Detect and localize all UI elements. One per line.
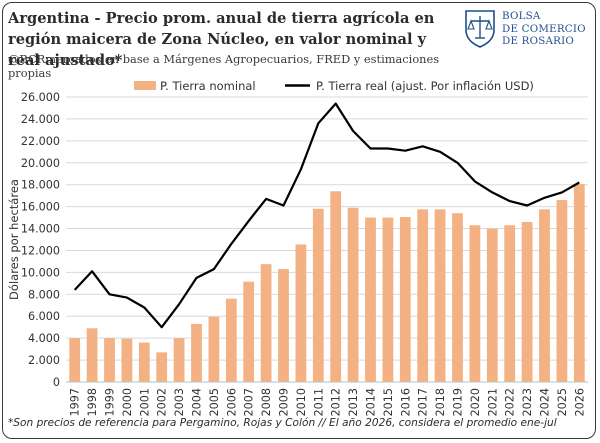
x-tick-label: 2015 bbox=[382, 388, 395, 416]
bar-nominal bbox=[208, 316, 220, 382]
x-tick-label: 2018 bbox=[434, 388, 447, 416]
bar-nominal bbox=[138, 342, 150, 382]
bar-nominal bbox=[295, 244, 307, 382]
x-tick-label: 2024 bbox=[539, 388, 552, 416]
x-tick-label: 2014 bbox=[365, 388, 378, 416]
y-tick-label: 6.000 bbox=[28, 310, 60, 323]
bar-nominal bbox=[260, 264, 272, 382]
bar-nominal bbox=[417, 209, 429, 382]
y-tick-label: 8.000 bbox=[28, 288, 60, 301]
x-tick-label: 2002 bbox=[156, 388, 169, 416]
bar-nominal bbox=[556, 200, 568, 382]
x-tick-label: 2010 bbox=[295, 388, 308, 416]
x-tick-label: 2011 bbox=[312, 388, 325, 416]
y-tick-label: 26.000 bbox=[21, 91, 60, 104]
logo-line: DE ROSARIO bbox=[502, 35, 574, 47]
bar-nominal bbox=[452, 213, 463, 382]
x-tick-label: 2006 bbox=[225, 388, 238, 416]
y-tick-label: 16.000 bbox=[21, 201, 60, 214]
x-tick-label: 2008 bbox=[260, 388, 273, 416]
x-tick-label: 2019 bbox=[452, 388, 465, 416]
x-tick-label: 2022 bbox=[504, 388, 517, 416]
x-axis-ticks: 1997 1998 1999 2000 2001 2002 2003 2004 2005 2006… bbox=[69, 388, 587, 416]
bar-nominal bbox=[347, 207, 359, 382]
bar-nominal bbox=[486, 228, 498, 382]
y-tick-label: 12.000 bbox=[21, 244, 60, 257]
x-tick-label: 2026 bbox=[573, 388, 586, 416]
bar-nominal bbox=[173, 338, 185, 382]
chart-subtitle: @BCRmercados en base a Márgenes Agropecu… bbox=[8, 52, 440, 80]
y-axis-label: Dólares por hectárea bbox=[7, 179, 21, 300]
bar-nominal bbox=[312, 208, 324, 382]
bar-nominal bbox=[504, 225, 516, 382]
y-tick-label: 20.000 bbox=[21, 157, 60, 170]
logo-line: DE COMERCIO bbox=[502, 22, 586, 35]
x-tick-label: 2001 bbox=[138, 388, 151, 416]
bar-nominal bbox=[69, 338, 81, 382]
x-tick-label: 1999 bbox=[104, 388, 117, 416]
logo-line: BOLSA bbox=[502, 10, 541, 22]
legend: P. Tierra nominal P. Tierra real (ajust.… bbox=[134, 79, 534, 93]
x-tick-label: 2017 bbox=[417, 388, 430, 416]
y-tick-label: 2.000 bbox=[28, 354, 60, 367]
chart-title: Argentina - Precio prom. anual de tierra… bbox=[8, 10, 435, 69]
y-tick-label: 22.000 bbox=[21, 135, 60, 148]
bar-nominal bbox=[191, 323, 202, 382]
bar-nominal bbox=[330, 191, 342, 382]
x-tick-label: 2012 bbox=[330, 388, 343, 416]
bcr-seal-icon bbox=[465, 10, 495, 48]
bar-nominal bbox=[278, 269, 289, 382]
bar-nominal bbox=[156, 352, 168, 382]
bar-nominal bbox=[539, 209, 550, 382]
legend-label-real: P. Tierra real (ajust. Por inflación USD… bbox=[316, 79, 534, 93]
bar-nominal bbox=[121, 338, 133, 382]
y-tick-label: 14.000 bbox=[21, 223, 60, 236]
legend-label-nominal: P. Tierra nominal bbox=[160, 79, 256, 93]
x-tick-label: 2021 bbox=[486, 388, 499, 416]
x-tick-label: 2025 bbox=[556, 388, 569, 416]
gridlines bbox=[66, 96, 588, 361]
bar-nominal bbox=[86, 328, 98, 382]
x-tick-label: 2003 bbox=[173, 388, 186, 416]
bar-nominal bbox=[469, 225, 481, 382]
bar-nominal bbox=[225, 298, 237, 382]
bar-nominal bbox=[399, 217, 411, 382]
x-tick-label: 2005 bbox=[208, 388, 221, 416]
bar-nominal bbox=[243, 281, 255, 382]
bar-nominal bbox=[434, 209, 446, 382]
y-tick-label: 0 bbox=[53, 376, 60, 389]
bar-nominal bbox=[382, 217, 394, 382]
x-tick-label: 1998 bbox=[86, 388, 99, 416]
bar-nominal bbox=[365, 217, 376, 382]
line-real bbox=[73, 102, 580, 329]
bars-nominal bbox=[69, 184, 585, 382]
bar-nominal bbox=[521, 221, 533, 382]
footnote: *Son precios de referencia para Pergamin… bbox=[8, 417, 557, 429]
x-tick-label: 2000 bbox=[121, 388, 134, 416]
bar-nominal bbox=[573, 184, 585, 382]
x-tick-label: 2016 bbox=[399, 388, 412, 416]
logo-text: BOLSA DE COMERCIO DE ROSARIO bbox=[502, 10, 586, 48]
x-tick-label: 2009 bbox=[278, 388, 291, 416]
y-tick-label: 18.000 bbox=[21, 179, 60, 192]
bcr-logo: BOLSA DE COMERCIO DE ROSARIO bbox=[462, 8, 592, 50]
x-tick-label: 2004 bbox=[191, 388, 204, 416]
y-tick-label: 4.000 bbox=[28, 332, 60, 345]
legend-swatch-nominal bbox=[134, 81, 156, 90]
y-tick-label: 24.000 bbox=[21, 113, 60, 126]
x-tick-label: 1997 bbox=[69, 388, 82, 416]
x-tick-label: 2023 bbox=[521, 388, 534, 416]
line-real-path bbox=[73, 102, 580, 329]
y-axis-ticks: 0 2.000 4.000 6.000 8.000 10.000 12.000 14.000 1… bbox=[21, 91, 60, 389]
x-tick-label: 2013 bbox=[347, 388, 360, 416]
bar-nominal bbox=[104, 338, 115, 382]
x-tick-label: 2020 bbox=[469, 388, 482, 416]
x-tick-label: 2007 bbox=[243, 388, 256, 416]
y-tick-label: 10.000 bbox=[21, 266, 60, 279]
